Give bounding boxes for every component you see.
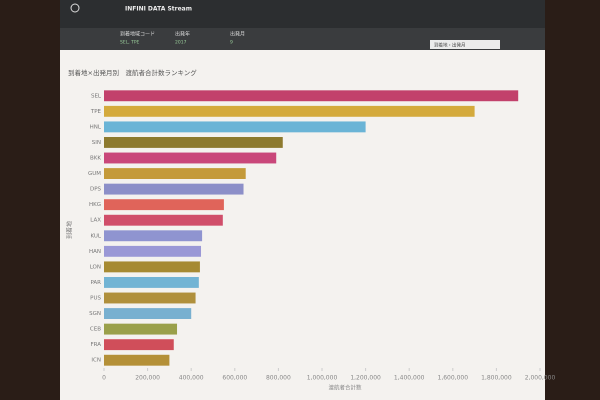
x-tick-label: 1,200,000 xyxy=(350,375,381,382)
y-tick-label: HKG xyxy=(89,202,101,208)
y-tick-label: GUM xyxy=(88,171,101,177)
search-box[interactable] xyxy=(430,40,500,49)
y-tick-label: ICN xyxy=(91,358,101,364)
filter-bar xyxy=(60,28,545,50)
y-tick-label: KUL xyxy=(90,233,101,239)
y-tick-label: HAN xyxy=(89,249,101,255)
x-tick-label: 400,000 xyxy=(179,375,204,382)
y-tick-label: SEL xyxy=(91,93,102,99)
y-tick-label: HNL xyxy=(90,124,102,130)
filter-value: 9 xyxy=(230,40,233,46)
bar xyxy=(104,292,196,304)
y-tick-label: PAR xyxy=(90,280,101,286)
app-title: INFINI DATA Stream xyxy=(125,6,192,13)
y-tick-label: FRA xyxy=(90,342,101,348)
bar xyxy=(104,214,223,226)
y-tick-label: LON xyxy=(90,264,101,270)
x-tick-label: 1,000,000 xyxy=(307,375,338,382)
y-tick-label: LAX xyxy=(90,218,101,224)
search-text: 到着地・出発月 xyxy=(434,42,466,49)
bar xyxy=(104,339,174,351)
y-tick-label: BKK xyxy=(90,156,101,162)
bar xyxy=(104,230,203,242)
bar xyxy=(104,137,283,148)
bar xyxy=(104,308,192,319)
x-tick-label: 600,000 xyxy=(222,375,247,382)
bar xyxy=(104,121,366,133)
y-tick-label: TPE xyxy=(90,109,102,115)
x-tick-label: 1,800,000 xyxy=(481,375,512,382)
bar xyxy=(104,261,200,273)
x-tick-label: 2,000,000 xyxy=(525,375,556,382)
x-tick-label: 800,000 xyxy=(266,375,291,382)
y-tick-label: PUS xyxy=(90,296,101,302)
bar xyxy=(104,199,224,211)
bar xyxy=(104,245,202,257)
y-tick-label: CEB xyxy=(90,327,101,333)
menu-icon[interactable] xyxy=(70,3,80,13)
filter-value: SEL, TPE xyxy=(120,40,140,46)
y-tick-label: DPS xyxy=(90,187,102,193)
bar xyxy=(104,354,170,366)
y-axis-title: 到着地 xyxy=(66,221,74,239)
app-header xyxy=(60,0,545,28)
filter-label: 到着地域コード xyxy=(120,31,155,38)
x-tick-label: 200,000 xyxy=(135,375,160,382)
bar xyxy=(104,323,178,335)
filter-label: 出発月 xyxy=(230,31,245,38)
y-tick-label: SGN xyxy=(89,311,101,317)
bar xyxy=(104,168,246,179)
y-tick-label: SIN xyxy=(92,140,101,146)
x-axis-title: 渡航者合計数 xyxy=(328,384,362,392)
x-tick-label: 1,400,000 xyxy=(394,375,425,382)
bar xyxy=(104,105,475,117)
bar xyxy=(104,277,199,288)
filter-label: 出発年 xyxy=(175,31,190,38)
x-tick-label: 0 xyxy=(102,375,106,382)
bar xyxy=(104,90,519,102)
chart-title: 到着地×出発月別 渡航者合計数ランキング xyxy=(68,68,197,77)
filter-value: 2017 xyxy=(175,40,187,46)
bar xyxy=(104,152,277,164)
bar xyxy=(104,183,244,195)
x-tick-label: 1,600,000 xyxy=(438,375,469,382)
